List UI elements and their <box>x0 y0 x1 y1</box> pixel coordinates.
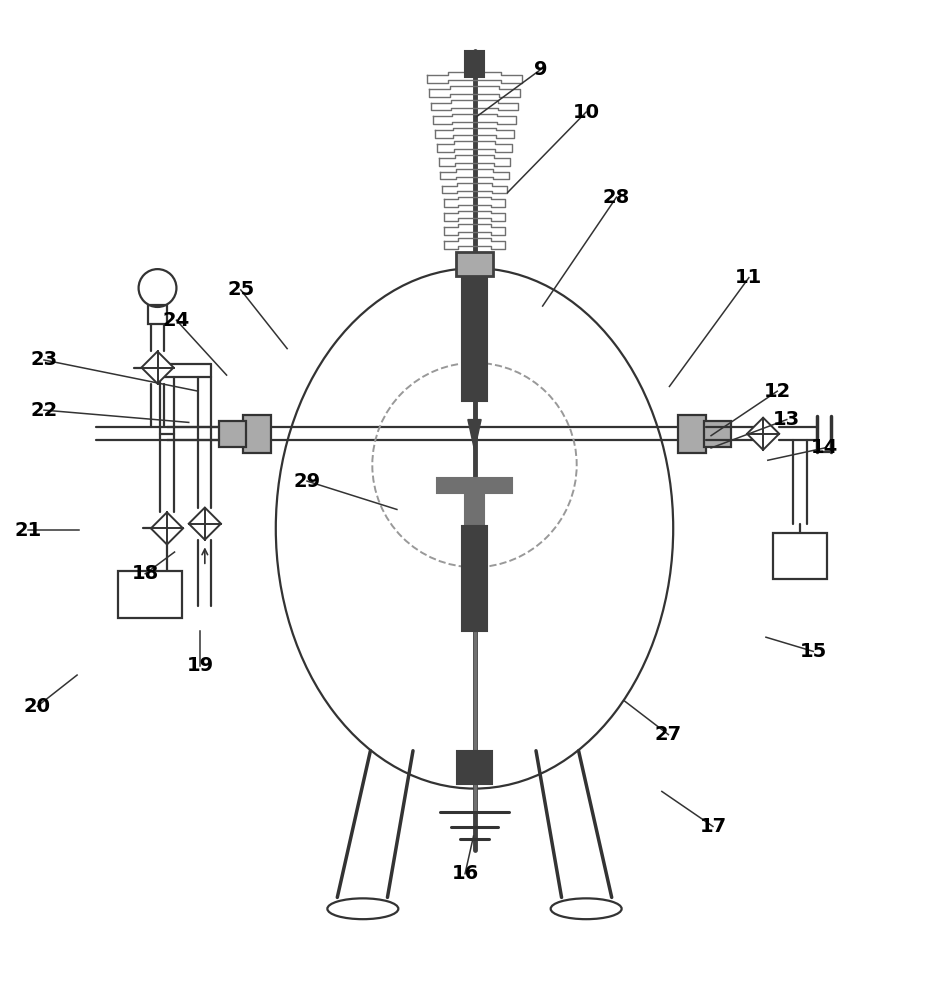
Bar <box>118 571 182 618</box>
Text: 27: 27 <box>655 725 682 744</box>
Bar <box>704 421 731 447</box>
Bar <box>456 252 493 276</box>
Polygon shape <box>189 508 221 540</box>
Bar <box>243 415 271 453</box>
Text: 24: 24 <box>163 311 190 330</box>
Text: 15: 15 <box>800 642 827 661</box>
Bar <box>437 478 512 493</box>
Bar <box>678 415 706 453</box>
Polygon shape <box>747 418 779 450</box>
Bar <box>148 305 167 324</box>
Text: 28: 28 <box>603 188 630 207</box>
Polygon shape <box>151 512 183 544</box>
Text: 19: 19 <box>187 656 214 675</box>
Text: 18: 18 <box>132 564 158 583</box>
Polygon shape <box>468 420 481 450</box>
Ellipse shape <box>276 268 673 789</box>
Bar <box>219 421 246 447</box>
Bar <box>465 493 484 526</box>
Text: 23: 23 <box>30 350 58 369</box>
Text: 9: 9 <box>534 60 548 79</box>
Ellipse shape <box>327 898 399 919</box>
Text: 14: 14 <box>811 438 838 457</box>
Text: 12: 12 <box>764 382 791 401</box>
Polygon shape <box>141 351 174 384</box>
Bar <box>465 51 484 77</box>
Bar <box>772 533 828 579</box>
Text: 29: 29 <box>293 472 321 491</box>
Text: 10: 10 <box>572 103 600 122</box>
Text: 22: 22 <box>30 401 58 420</box>
Text: 20: 20 <box>24 697 51 716</box>
Text: 16: 16 <box>452 864 478 883</box>
Text: 17: 17 <box>699 817 727 836</box>
Text: 11: 11 <box>735 268 763 287</box>
Text: 25: 25 <box>227 280 254 299</box>
Ellipse shape <box>550 898 622 919</box>
Bar <box>462 526 487 631</box>
Bar <box>462 278 487 401</box>
Bar <box>457 751 492 784</box>
Text: 21: 21 <box>14 521 42 540</box>
Text: 13: 13 <box>773 410 800 429</box>
